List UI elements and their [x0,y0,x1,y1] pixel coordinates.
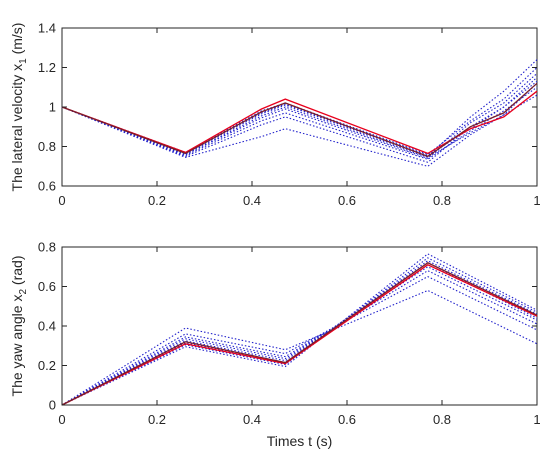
lateral-velocity-series-line-3 [61,76,538,163]
yaw-angle-y-tick-label: 0.2 [38,358,56,373]
lateral-velocity-x-tick-label: 0 [58,193,65,208]
yaw-angle-x-tick-label: 0.6 [338,412,356,427]
lateral-velocity-panel: 0 0.2 0.4 0.6 0.8 1 0.6 0.8 1 1.2 1.4 The lateral … [9,21,541,209]
yaw-angle-x-tick-label: 1 [533,412,540,427]
yaw-angle-y-tick-label: 0.8 [38,240,56,255]
yaw-angle-series-line-3 [61,275,538,406]
yaw-angle-y-tick-label: 0.4 [38,319,56,334]
yaw-angle-series-line-4 [61,270,538,406]
lateral-velocity-series-line-7 [61,59,538,158]
yaw-angle-series-line-9 [61,253,538,406]
lateral-velocity-plot-area [61,27,538,187]
yaw-angle-y-tick-label: 0 [49,398,56,413]
lateral-velocity-series-line-9 [61,67,538,156]
lateral-velocity-x-tick-label: 0.6 [338,193,356,208]
yaw-angle-series [61,253,538,406]
lateral-velocity-x-tick-label: 1 [533,193,540,208]
yaw-angle-series-line-2 [61,289,538,406]
lateral-velocity-x-tick-label: 0.4 [243,193,261,208]
yaw-angle-x-tick-label: 0.8 [433,412,451,427]
lateral-velocity-y-axis-label: The lateral velocity x1 (m/s) [9,23,29,192]
yaw-angle-series-line-1 [61,262,538,406]
lateral-velocity-y-tick-label: 1.4 [38,21,56,36]
lateral-velocity-series-line-1 [61,82,538,158]
yaw-angle-x-tick-label: 0 [58,412,65,427]
lateral-velocity-series-line-0 [61,90,538,155]
lateral-velocity-y-tick-label: 1.2 [38,60,56,75]
lateral-velocity-ticks: 0 0.2 0.4 0.6 0.8 1 0.6 0.8 1 1.2 1.4 [38,21,541,209]
yaw-angle-x-tick-label: 0.2 [148,412,166,427]
yaw-angle-series-line-0 [61,264,538,406]
yaw-angle-series-line-5 [61,266,538,406]
lateral-velocity-series-line-4 [61,86,538,160]
yaw-angle-x-tick-label: 0.4 [243,412,261,427]
lateral-velocity-x-tick-label: 0.2 [148,193,166,208]
yaw-angle-y-tick-label: 0.6 [38,279,56,294]
yaw-angle-y-axis-label: The yaw angle x2 (rad) [9,256,29,397]
lateral-velocity-series [61,59,538,167]
lateral-velocity-y-tick-label: 0.8 [38,139,56,154]
yaw-angle-ticks: 0 0.2 0.4 0.6 0.8 1 0 0.2 0.4 0.6 0.8 [38,240,541,428]
lateral-velocity-series-line-5 [61,72,538,159]
lateral-velocity-y-tick-label: 1 [49,100,56,115]
yaw-angle-panel: 0 0.2 0.4 0.6 0.8 1 0 0.2 0.4 0.6 0.8 The yaw angl… [9,240,541,450]
lateral-velocity-y-tick-label: 0.6 [38,179,56,194]
x-axis-label: Times t (s) [267,433,333,449]
lateral-velocity-x-tick-label: 0.8 [433,193,451,208]
yaw-angle-plot-area [61,246,538,406]
